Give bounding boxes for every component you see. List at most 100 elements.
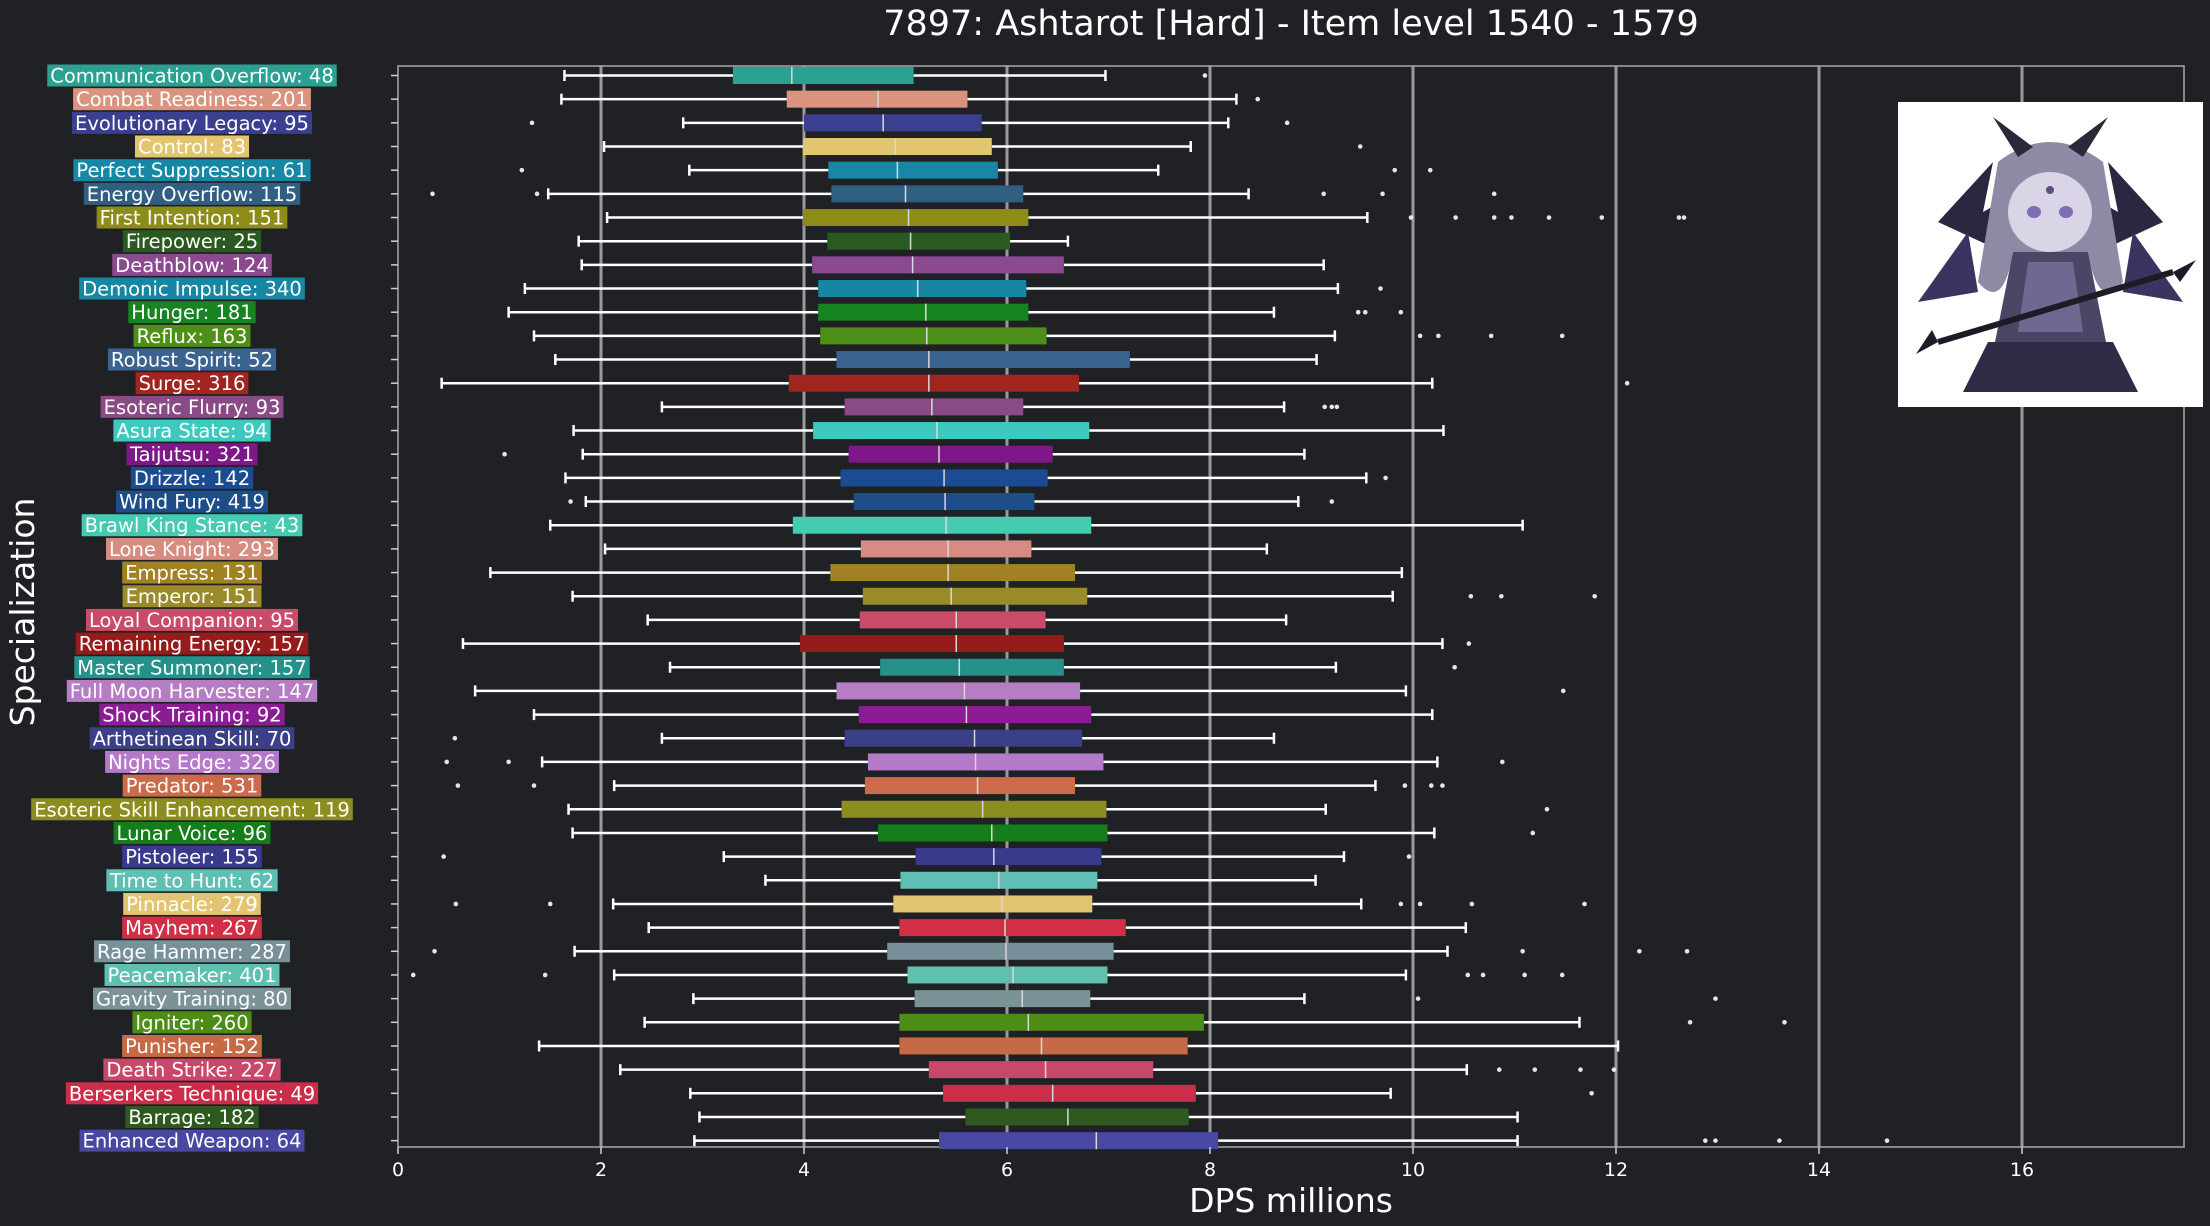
box-series xyxy=(646,611,1288,629)
box-series xyxy=(567,800,1550,818)
outlier-point xyxy=(1480,972,1486,978)
specialization-label: Mayhem: 267 xyxy=(125,917,259,940)
specialization-label-bg xyxy=(130,466,254,489)
x-tick-label: 4 xyxy=(798,1159,810,1181)
box-series-group xyxy=(410,67,1890,1150)
specialization-label: Brawl King Stance: 43 xyxy=(85,514,300,537)
outlier-point xyxy=(542,972,548,978)
outlier-point xyxy=(1415,996,1421,1001)
specialization-label: Gravity Training: 80 xyxy=(96,988,288,1011)
box-iqr xyxy=(818,303,1029,321)
specialization-label: Igniter: 260 xyxy=(135,1011,248,1034)
box-iqr xyxy=(786,90,968,108)
box-iqr xyxy=(899,919,1126,937)
box-series xyxy=(577,232,1070,250)
box-series xyxy=(692,990,1718,1008)
outlier-point xyxy=(1362,309,1368,315)
box-series xyxy=(568,493,1335,511)
box-iqr xyxy=(907,966,1108,984)
box-iqr xyxy=(899,1013,1204,1031)
outlier-point xyxy=(1624,380,1630,386)
box-series xyxy=(473,682,1566,700)
specialization-label: Energy Overflow: 115 xyxy=(87,183,297,206)
box-series xyxy=(643,1013,1787,1031)
x-tick-label: 16 xyxy=(2010,1159,2034,1181)
specialization-label: Rage Hammer: 287 xyxy=(97,940,287,963)
specialization-label-bg xyxy=(72,111,312,134)
outlier-point xyxy=(1559,333,1565,339)
specialization-label: Communication Overflow: 48 xyxy=(50,65,333,88)
specialization-label-bg xyxy=(113,821,271,844)
box-series xyxy=(554,351,1318,369)
outlier-point xyxy=(1392,167,1398,173)
specialization-label: Reflux: 163 xyxy=(137,325,248,348)
outlier-point xyxy=(1453,215,1458,220)
box-iqr xyxy=(859,611,1046,629)
outlier-point xyxy=(1417,333,1423,339)
box-iqr xyxy=(862,587,1088,605)
box-series xyxy=(619,1061,1617,1079)
specialization-label: Hunger: 181 xyxy=(131,301,252,324)
specialization-label-bg xyxy=(79,1129,305,1152)
specialization-label-bg xyxy=(122,230,262,253)
specialization-label-bg xyxy=(103,1058,281,1081)
specialization-label-bg xyxy=(122,774,262,797)
box-series xyxy=(441,848,1412,866)
outlier-point xyxy=(1713,1138,1718,1143)
x-tick-label: 8 xyxy=(1204,1159,1216,1181)
specialization-label-bg xyxy=(75,632,309,655)
outlier-point xyxy=(1383,475,1388,481)
specialization-label-bg xyxy=(123,892,261,915)
box-iqr xyxy=(804,114,982,132)
specialization-label-bg xyxy=(125,1105,259,1128)
box-series xyxy=(660,398,1340,416)
specialization-label: Full Moon Harvester: 147 xyxy=(70,680,314,703)
outlier-point xyxy=(444,759,450,765)
box-series xyxy=(455,777,1445,795)
specialization-label-bg xyxy=(133,324,251,347)
outlier-point xyxy=(1777,1138,1782,1143)
specialization-label: Punisher: 152 xyxy=(125,1035,259,1058)
outlier-point xyxy=(1592,593,1597,599)
box-iqr xyxy=(965,1108,1189,1126)
outlier-point xyxy=(1468,593,1474,599)
specialization-label: Perfect Suppression: 61 xyxy=(76,159,307,182)
outlier-point xyxy=(1255,96,1261,102)
box-series xyxy=(529,114,1290,132)
outlier-point xyxy=(1466,641,1472,646)
specialization-label-bg xyxy=(73,159,311,182)
box-series xyxy=(532,327,1565,345)
specialization-label: Firepower: 25 xyxy=(126,230,258,253)
outlier-point xyxy=(1452,664,1457,670)
box-series xyxy=(571,824,1536,842)
specialization-label-bg xyxy=(96,206,288,229)
boss-portrait xyxy=(1898,102,2203,407)
outlier-point xyxy=(1440,783,1445,788)
outlier-point xyxy=(1637,948,1642,954)
outlier-point xyxy=(1499,593,1504,599)
box-iqr xyxy=(813,422,1090,440)
specialization-label: Combat Readiness: 201 xyxy=(76,88,308,111)
specialization-label-bg xyxy=(73,88,311,111)
box-iqr xyxy=(943,1084,1196,1102)
box-iqr xyxy=(827,232,1011,250)
specialization-label: Evolutionary Legacy: 95 xyxy=(75,112,309,135)
box-iqr xyxy=(878,824,1108,842)
specialization-label: Barrage: 182 xyxy=(128,1106,255,1129)
specialization-label-bg xyxy=(105,750,279,773)
specialization-label-bg xyxy=(126,443,258,466)
specialization-label-bg xyxy=(122,845,262,868)
outlier-point xyxy=(1582,901,1587,907)
specialization-label-bg xyxy=(135,372,249,395)
specialization-label: Demonic Impulse: 340 xyxy=(82,278,302,301)
outlier-point xyxy=(1500,759,1505,765)
outlier-point xyxy=(1202,73,1208,78)
box-series xyxy=(507,303,1404,321)
specialization-label: Time to Hunt: 62 xyxy=(109,869,274,892)
box-series xyxy=(549,516,1524,534)
box-iqr xyxy=(818,280,1027,298)
box-iqr xyxy=(828,161,998,179)
box-iqr xyxy=(820,327,1047,345)
box-iqr xyxy=(792,516,1092,534)
specialization-label-bg xyxy=(99,703,285,726)
